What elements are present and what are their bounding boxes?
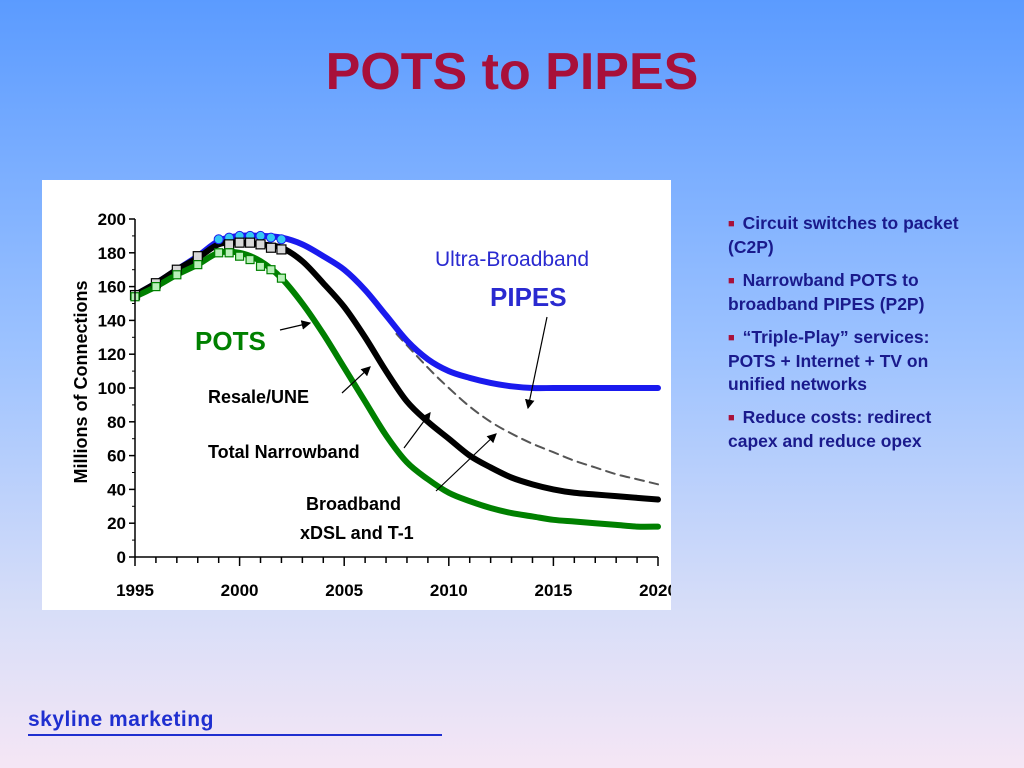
pots-marker bbox=[172, 270, 182, 280]
bullet-item: ■ Circuit switches to packet (C2P) bbox=[728, 212, 978, 259]
bullet-text: Narrowband POTS to broadband PIPES (P2P) bbox=[728, 270, 925, 314]
total-narrowband-marker bbox=[276, 244, 287, 255]
pots-marker bbox=[193, 260, 203, 270]
pots-marker bbox=[224, 248, 234, 258]
total-narrowband-marker bbox=[234, 237, 245, 248]
slide-title: POTS to PIPES bbox=[325, 43, 699, 101]
bullet-list: ■ Circuit switches to packet (C2P) ■ Narro… bbox=[728, 212, 978, 463]
pots-arrow bbox=[279, 320, 312, 331]
y-tick-label: 160 bbox=[98, 278, 126, 297]
x-tick-label: 2010 bbox=[430, 581, 468, 600]
ultra-broadband-marker bbox=[265, 232, 276, 243]
bullet-item: ■ Reduce costs: redirect capex and reduce… bbox=[728, 406, 978, 453]
bullet-text: Reduce costs: redirect capex and reduce … bbox=[728, 407, 932, 451]
broadband-label: Broadband bbox=[306, 494, 401, 514]
y-axis-title: Millions of Connections bbox=[71, 281, 91, 484]
bullet-text: Circuit switches to packet (C2P) bbox=[728, 213, 959, 257]
xdsl-t1-label: xDSL and T-1 bbox=[300, 523, 414, 543]
resale-une-dashed-line bbox=[395, 332, 659, 486]
total-narrowband-marker bbox=[224, 239, 235, 250]
footer-brand: skyline marketing bbox=[28, 708, 214, 731]
x-tick-label: 2000 bbox=[221, 581, 259, 600]
x-tick-label: 1995 bbox=[116, 581, 154, 600]
total-narrowband-marker bbox=[244, 237, 256, 248]
resale-une-label: Resale/UNE bbox=[208, 387, 309, 407]
total-narrowband-marker bbox=[192, 251, 203, 262]
pots-marker bbox=[214, 248, 224, 258]
total-narrowband-arrow bbox=[403, 412, 431, 449]
x-tick-label: 2015 bbox=[534, 581, 572, 600]
y-tick-label: 80 bbox=[107, 413, 126, 432]
ultra-broadband-marker bbox=[276, 234, 287, 245]
y-tick-label: 0 bbox=[117, 548, 126, 567]
pots-label: POTS bbox=[195, 326, 266, 356]
bullet-square-icon: ■ bbox=[728, 332, 735, 344]
pots-marker bbox=[235, 251, 245, 261]
total-narrowband-marker bbox=[255, 239, 266, 250]
pots-marker bbox=[276, 273, 287, 283]
total-narrowband-marker bbox=[265, 242, 277, 253]
pots-marker bbox=[151, 281, 161, 292]
pots-marker bbox=[266, 265, 276, 275]
bullet-square-icon: ■ bbox=[728, 275, 735, 287]
connections-line-chart: 0 20 40 60 80 100 120 140 160 180 200 1995 2000 2005 2… bbox=[71, 210, 671, 600]
pipes-label: PIPES bbox=[490, 282, 567, 312]
y-tick-label: 20 bbox=[107, 514, 126, 533]
ultra-broadband-marker bbox=[213, 234, 224, 245]
bullet-item: ■ Narrowband POTS to broadband PIPES (P2P… bbox=[728, 269, 978, 316]
bullet-square-icon: ■ bbox=[728, 218, 735, 230]
y-tick-label: 120 bbox=[98, 345, 126, 364]
y-tick-label: 40 bbox=[107, 480, 126, 499]
total-narrowband-label: Total Narrowband bbox=[208, 442, 360, 462]
pipes-arrow bbox=[525, 316, 548, 410]
ultra-broadband-label: Ultra-Broadband bbox=[435, 248, 589, 271]
pots-marker bbox=[255, 261, 266, 271]
chart-panel: 0 20 40 60 80 100 120 140 160 180 200 1995 2000 2005 2… bbox=[42, 180, 671, 610]
y-tick-label: 200 bbox=[98, 210, 126, 229]
bullet-square-icon: ■ bbox=[728, 412, 735, 424]
pots-marker bbox=[245, 254, 255, 265]
footer-underline bbox=[28, 734, 442, 736]
x-tick-label: 2020 bbox=[639, 581, 671, 600]
x-tick-label: 2005 bbox=[325, 581, 363, 600]
y-tick-label: 140 bbox=[98, 311, 126, 330]
y-tick-label: 100 bbox=[98, 379, 126, 398]
bullet-item: ■ “Triple-Play” services: POTS + Internet… bbox=[728, 326, 978, 396]
ultra-broadband-marker bbox=[255, 230, 266, 241]
resale-une-arrow bbox=[341, 366, 371, 394]
bullet-text: “Triple-Play” services: POTS + Internet … bbox=[728, 327, 930, 394]
y-tick-label: 180 bbox=[98, 244, 126, 263]
y-tick-label: 60 bbox=[107, 447, 126, 466]
broadband-arrow bbox=[435, 433, 497, 492]
